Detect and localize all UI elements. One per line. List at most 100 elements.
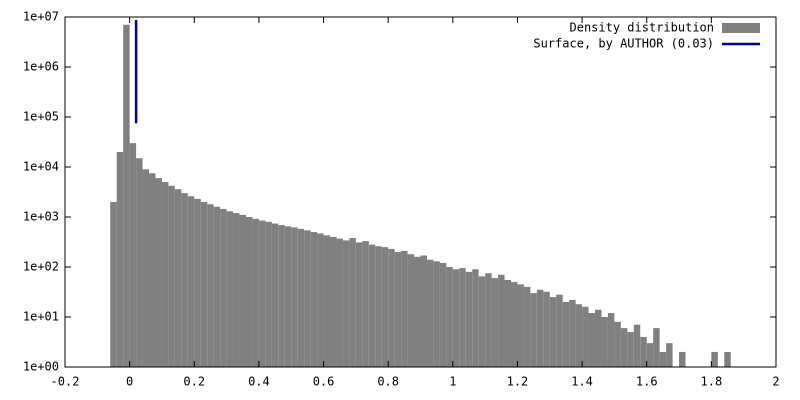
bar bbox=[549, 297, 557, 367]
bar bbox=[452, 269, 460, 367]
x-tick-label: 0.8 bbox=[377, 375, 399, 389]
bar bbox=[523, 286, 531, 367]
bar bbox=[375, 246, 382, 367]
bar bbox=[653, 328, 660, 367]
bar bbox=[265, 221, 272, 367]
bar bbox=[601, 317, 608, 367]
bar bbox=[291, 227, 298, 367]
legend-label: Surface, by AUTHOR (0.03) bbox=[533, 37, 714, 51]
x-tick-label: 1 bbox=[449, 375, 456, 389]
bar bbox=[213, 206, 221, 367]
bar bbox=[349, 238, 356, 367]
y-tick-label: 1e+02 bbox=[23, 260, 59, 274]
bar bbox=[310, 232, 318, 367]
bar bbox=[614, 321, 621, 367]
bar bbox=[595, 309, 602, 367]
bar bbox=[491, 278, 499, 367]
y-tick-label: 1e+01 bbox=[23, 310, 59, 324]
y-tick-label: 1e+00 bbox=[23, 360, 59, 374]
bar bbox=[646, 343, 654, 367]
bar bbox=[478, 276, 486, 367]
bar bbox=[407, 254, 415, 367]
bar bbox=[575, 304, 583, 367]
bar bbox=[711, 351, 718, 367]
bar bbox=[433, 261, 440, 367]
bar bbox=[233, 213, 240, 367]
bar bbox=[226, 211, 234, 367]
x-tick-label: 0.6 bbox=[313, 375, 335, 389]
bar bbox=[258, 220, 266, 367]
bar bbox=[323, 235, 331, 367]
bar bbox=[342, 240, 350, 367]
y-tick-label: 1e+03 bbox=[23, 210, 59, 224]
bar bbox=[659, 351, 667, 367]
bar bbox=[381, 247, 389, 367]
bar bbox=[724, 351, 731, 367]
x-tick-label: 0.4 bbox=[248, 375, 270, 389]
bar bbox=[666, 343, 673, 367]
bar bbox=[504, 279, 511, 367]
bar bbox=[161, 182, 169, 367]
bar bbox=[110, 201, 117, 367]
bar bbox=[136, 158, 143, 367]
bar bbox=[517, 284, 524, 367]
bar bbox=[530, 293, 537, 367]
bar bbox=[336, 238, 343, 367]
bar bbox=[123, 24, 130, 368]
bar bbox=[304, 230, 311, 367]
bar bbox=[181, 193, 188, 367]
bar bbox=[498, 274, 505, 367]
bar bbox=[284, 226, 292, 367]
x-tick-label: 0 bbox=[126, 375, 133, 389]
x-tick-label: 2 bbox=[772, 375, 779, 389]
bar bbox=[252, 218, 259, 367]
bar bbox=[297, 228, 305, 367]
x-tick-label: 1.6 bbox=[636, 375, 658, 389]
bar bbox=[168, 185, 175, 367]
bar bbox=[485, 273, 492, 367]
bar bbox=[116, 151, 124, 367]
bar bbox=[174, 189, 182, 367]
bar bbox=[149, 173, 156, 367]
bar bbox=[607, 313, 615, 367]
bar bbox=[414, 256, 421, 367]
bar bbox=[142, 169, 150, 367]
bar bbox=[362, 241, 369, 367]
bar bbox=[556, 294, 563, 367]
legend-label: Density distribution bbox=[570, 21, 715, 35]
bar bbox=[679, 351, 686, 367]
bar bbox=[620, 328, 628, 367]
bar bbox=[446, 267, 453, 367]
bar bbox=[245, 217, 253, 367]
y-tick-label: 1e+06 bbox=[23, 60, 59, 74]
bar bbox=[317, 233, 324, 367]
bar bbox=[536, 289, 544, 367]
bar bbox=[633, 324, 641, 367]
bar bbox=[401, 250, 408, 367]
bar bbox=[465, 271, 473, 367]
bar bbox=[278, 225, 285, 367]
bar bbox=[472, 269, 479, 367]
bar bbox=[330, 236, 337, 367]
x-tick-label: 1.4 bbox=[571, 375, 593, 389]
y-tick-label: 1e+07 bbox=[23, 10, 59, 24]
bar bbox=[640, 336, 647, 367]
bar bbox=[239, 214, 246, 367]
plot-border bbox=[64, 16, 777, 368]
bar bbox=[420, 255, 427, 367]
bar bbox=[439, 263, 447, 367]
y-tick-label: 1e+04 bbox=[23, 160, 59, 174]
bar bbox=[562, 301, 570, 367]
bar bbox=[588, 313, 596, 367]
bar bbox=[394, 251, 402, 367]
bar bbox=[129, 143, 137, 367]
x-tick-label: 1.2 bbox=[507, 375, 529, 389]
bar bbox=[459, 268, 466, 367]
bar bbox=[271, 223, 279, 367]
bar bbox=[368, 244, 376, 367]
bar bbox=[207, 204, 214, 367]
x-tick-label: 1.8 bbox=[701, 375, 723, 389]
bar bbox=[426, 259, 434, 367]
bar bbox=[627, 332, 634, 367]
